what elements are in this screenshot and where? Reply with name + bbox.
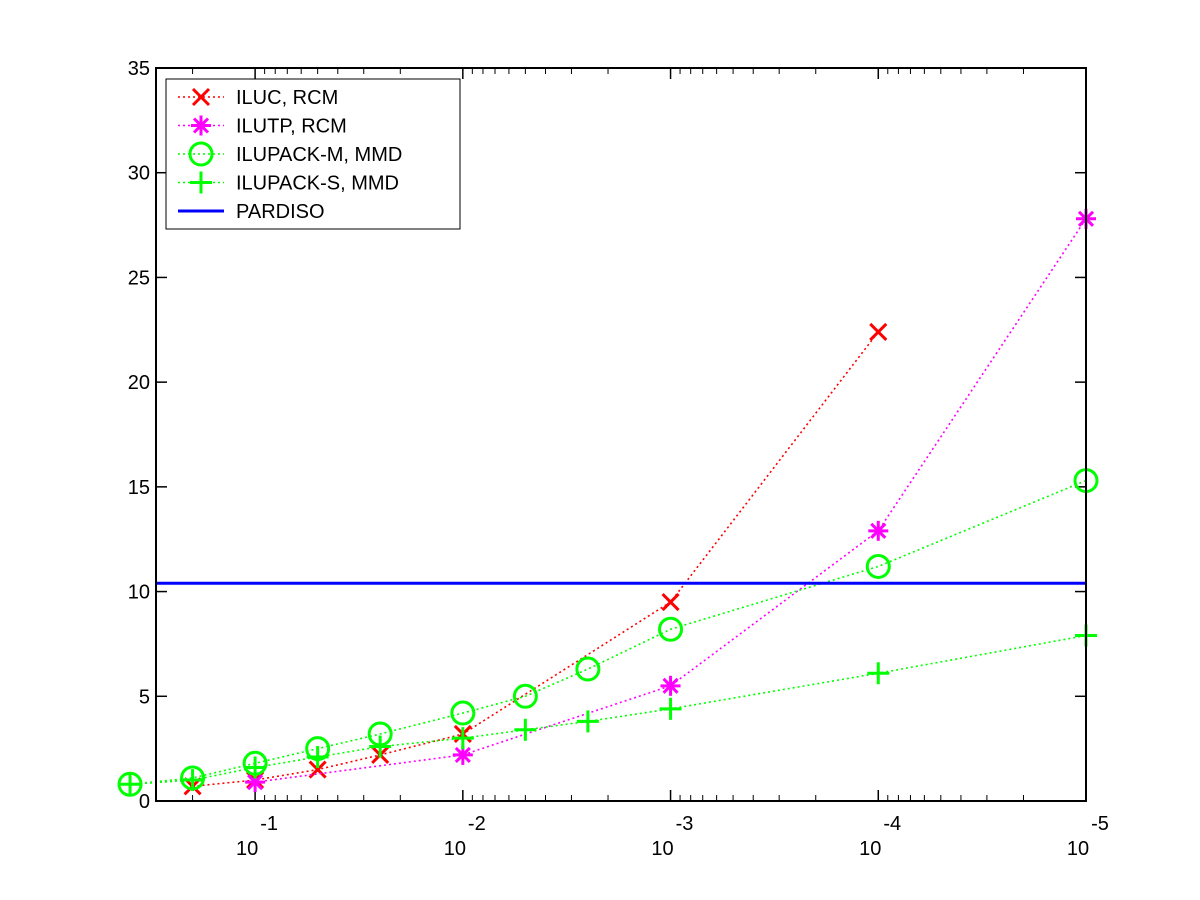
legend-entry: ILUTP, RCM	[178, 115, 347, 138]
y-tick-label: 10	[128, 582, 150, 604]
series-layer	[117, 208, 1099, 797]
data-point	[870, 522, 887, 539]
legend-marker	[191, 87, 211, 107]
legend-label: ILUPACK-M, MMD	[236, 144, 402, 166]
y-tick-label: 35	[128, 58, 150, 80]
y-tick-label: 0	[139, 791, 150, 813]
x-tick-label: 10-4	[859, 813, 901, 860]
legend: ILUC, RCM ILUTP, RCM ILUPACK-M, MMD ILUPACK…	[165, 78, 461, 230]
legend-label: ILUPACK-S, MMD	[236, 173, 399, 195]
y-tick-label: 25	[128, 267, 150, 289]
x-tick-labels: 10-110-210-310-410-5	[236, 813, 1109, 860]
data-point	[450, 700, 476, 726]
x-tick-label-base: 10	[236, 838, 258, 860]
legend-entry: ILUPACK-M, MMD	[178, 141, 402, 167]
data-point	[658, 616, 684, 642]
series-line	[129, 479, 1087, 786]
data-point	[308, 760, 327, 779]
x-tick-label: 10-1	[236, 813, 278, 860]
plot-frame	[155, 67, 1087, 802]
data-point	[454, 746, 471, 763]
y-tick-label: 5	[139, 686, 150, 708]
x-tick-label: 10-3	[651, 813, 693, 860]
x-tick-label-base: 10	[444, 838, 466, 860]
data-point	[512, 683, 538, 709]
x-tick-label-base: 10	[651, 838, 673, 860]
data-point	[865, 553, 891, 579]
x-tick-label-exponent: -5	[1091, 813, 1109, 835]
x-tick-label: 10-2	[444, 813, 486, 860]
y-tick-label: 15	[128, 477, 150, 499]
legend-marker	[192, 117, 210, 134]
legend-entry: ILUPACK-S, MMD	[178, 171, 399, 195]
legend-entry: PARDISO	[178, 201, 325, 223]
legend-label: ILUTP, RCM	[236, 116, 347, 138]
legend-entry: ILUC, RCM	[178, 87, 338, 109]
data-point	[662, 677, 679, 694]
data-point	[661, 592, 680, 612]
x-tick-label-base: 10	[859, 838, 881, 860]
legend-marker	[188, 141, 214, 167]
legend-label: ILUC, RCM	[236, 87, 338, 109]
x-tick-label-exponent: -3	[676, 813, 694, 835]
y-tick-labels: 0 5 10 15 20 25 30 35	[128, 58, 150, 813]
x-tick-label-base: 10	[1067, 838, 1089, 860]
x-tick-label: 10-5	[1067, 813, 1109, 860]
y-tick-label: 20	[128, 372, 150, 394]
legend-label: PARDISO	[236, 201, 325, 223]
data-point	[575, 656, 601, 682]
y-tick-label: 30	[128, 163, 150, 185]
x-tick-label-exponent: -4	[883, 813, 901, 835]
data-point	[869, 322, 888, 341]
x-tick-label-exponent: -1	[260, 813, 278, 835]
x-tick-label-exponent: -2	[468, 813, 486, 835]
data-point	[247, 774, 264, 791]
